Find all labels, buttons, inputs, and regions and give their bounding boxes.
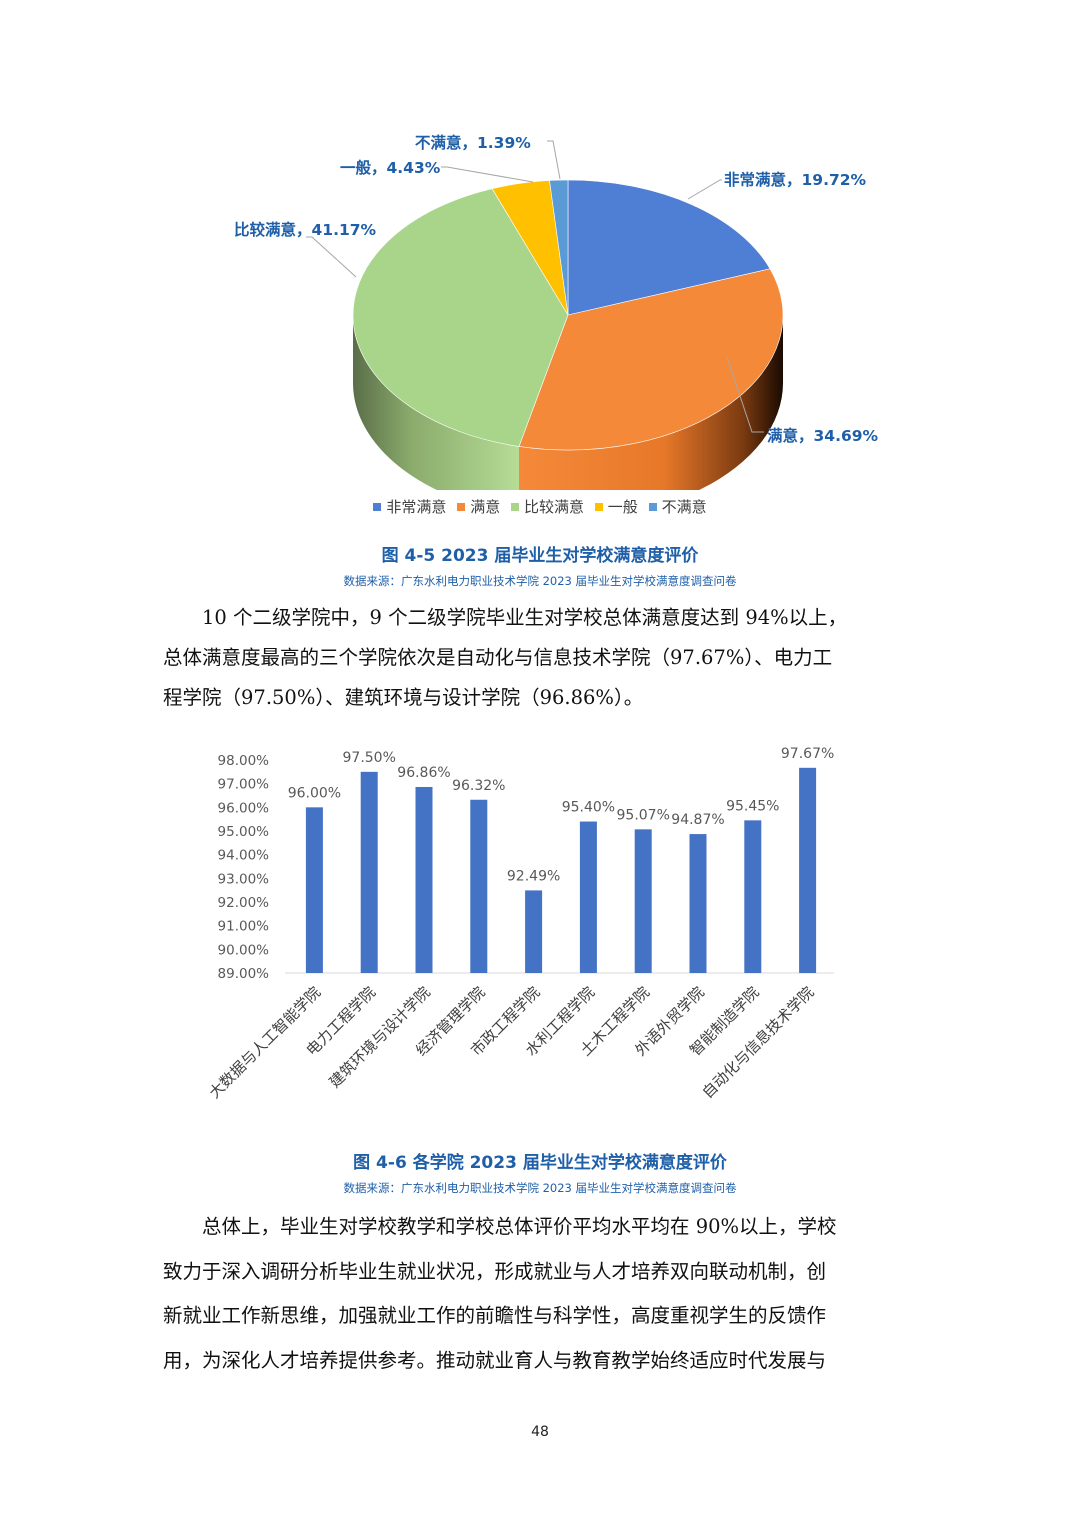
- pie-side-bizhao-manyi: [353, 315, 520, 490]
- bar-series: [305, 767, 817, 973]
- satisfaction-pie-chart: 非常满意，19.72% 满意，34.69% 比较满意，41.17% 一般，4.4…: [234, 133, 879, 490]
- bar-value-label: 95.40%: [562, 800, 615, 816]
- legend-swatch: [457, 502, 466, 511]
- pie-label-yiban: 一般，4.43%: [340, 158, 441, 177]
- pie-slice-manyi: [518, 268, 784, 451]
- bar-value-label: 94.87%: [671, 812, 724, 828]
- bar-y-tick-label: 96.00%: [218, 800, 270, 816]
- bar-9: [744, 820, 762, 973]
- legend-item-bizhao-manyi: 比较满意: [510, 496, 584, 517]
- legend-item-feichang-manyi: 非常满意: [373, 496, 446, 517]
- legend-item-manyi: 满意: [457, 496, 500, 517]
- pie-data-labels: 非常满意，19.72% 满意，34.69% 比较满意，41.17% 一般，4.4…: [234, 133, 879, 445]
- paragraph-2-line: 致力于深入调研分析毕业生就业状况，形成就业与人才培养双向联动机制，创: [163, 1259, 827, 1283]
- bar-y-tick-label: 89.00%: [218, 966, 270, 982]
- paragraph-2-line: 总体上，毕业生对学校教学和学校总体评价平均水平均在 90%以上，学校: [202, 1215, 837, 1238]
- bar-x-axis-labels: 大数据与人工智能学院电力工程学院建筑环境与设计学院经济管理学院市政工程学院水利工…: [205, 983, 817, 1102]
- legend-label: 比较满意: [523, 498, 584, 516]
- legend-label: 一般: [607, 498, 638, 516]
- pie-label-bizhao-manyi: 比较满意，41.17%: [234, 220, 377, 239]
- bar-value-label: 97.50%: [343, 750, 396, 766]
- bar-y-tick-label: 92.00%: [218, 895, 270, 911]
- bar-value-label: 95.45%: [726, 798, 779, 814]
- legend-swatch: [594, 502, 603, 511]
- figure-4-6-source: 数据来源：广东水利电力职业技术学院 2023 届毕业生对学校满意度调查问卷: [343, 1181, 737, 1195]
- figure-4-6-caption: 图 4-6 各学院 2023 届毕业生对学校满意度评价: [353, 1153, 727, 1173]
- paragraph-1: 10 个二级学院中，9 个二级学院毕业生对学校总体满意度达到 94%以上， 总体…: [163, 598, 917, 718]
- bar-4: [470, 799, 488, 973]
- bar-y-tick-label: 98.00%: [218, 753, 270, 769]
- paragraph-1-line: 程学院（97.50%）、建筑环境与设计学院（96.86%）。: [163, 686, 644, 709]
- bar-y-tick-label: 93.00%: [218, 871, 270, 887]
- legend-label: 不满意: [661, 498, 707, 516]
- legend-swatch: [373, 502, 382, 511]
- bar-value-label: 96.86%: [397, 765, 450, 781]
- paragraph-2-line: 用，为深化人才培养提供参考。推动就业育人与教育教学始终适应时代发展与: [163, 1348, 827, 1372]
- leader-line-bumanyi: [547, 140, 561, 180]
- bar-y-tick-label: 94.00%: [218, 848, 270, 864]
- pie-side-walls: [353, 315, 783, 490]
- legend-swatch: [510, 502, 519, 511]
- bar-category-label: 自动化与信息技术学院: [699, 983, 818, 1102]
- pie-label-feichang-manyi: 非常满意，19.72%: [724, 170, 867, 189]
- legend-label: 非常满意: [386, 498, 447, 516]
- pie-slice-bizhao-manyi: [352, 188, 569, 447]
- bar-value-label: 96.00%: [288, 785, 341, 801]
- paragraph-2: 总体上，毕业生对学校教学和学校总体评价平均水平均在 90%以上，学校 致力于深入…: [163, 1205, 917, 1383]
- page-number: 48: [531, 1424, 549, 1440]
- bar-2: [360, 771, 378, 973]
- figure-4-5-caption: 图 4-5 2023 届毕业生对学校满意度评价: [381, 546, 699, 566]
- bar-value-label: 96.32%: [452, 778, 505, 794]
- bar-y-tick-label: 95.00%: [218, 824, 270, 840]
- bar-y-axis-ticks: 89.00% 90.00% 91.00% 92.00% 93.00% 94.00% 95.0…: [218, 753, 270, 982]
- leader-line-yiban: [441, 166, 534, 183]
- pie-top-slices: [352, 179, 784, 451]
- bar-category-label: 建筑环境与设计学院: [326, 983, 434, 1091]
- figure-4-5-source: 数据来源：广东水利电力职业技术学院 2023 届毕业生对学校满意度调查问卷: [343, 574, 737, 588]
- paragraph-1-line: 10 个二级学院中，9 个二级学院毕业生对学校总体满意度达到 94%以上，: [202, 606, 848, 629]
- leader-line-bizhao-manyi: [306, 236, 357, 278]
- bar-7: [634, 829, 652, 973]
- pie-label-bumanyi: 不满意，1.39%: [415, 133, 531, 152]
- bar-value-label: 92.49%: [507, 868, 560, 884]
- bar-value-label: 97.67%: [781, 746, 834, 762]
- pie-legend: 非常满意 满意 比较满意 一般 不满意: [0, 496, 1080, 517]
- bar-value-label: 95.07%: [617, 807, 670, 823]
- bar-value-labels: 96.00% 97.50%96.86%96.32% 92.49% 95.40% 95.0…: [288, 746, 835, 885]
- bar-y-tick-label: 90.00%: [218, 942, 270, 958]
- paragraph-1-line: 总体满意度最高的三个学院依次是自动化与信息技术学院（97.67%）、电力工: [163, 646, 833, 669]
- pie-leader-lines: [306, 140, 764, 433]
- legend-swatch: [648, 502, 657, 511]
- leader-line-manyi: [726, 356, 764, 433]
- bar-6: [579, 821, 597, 973]
- paragraph-2-line: 新就业工作新思维，加强就业工作的前瞻性与科学性，高度重视学生的反馈作: [163, 1304, 827, 1327]
- pie-label-manyi: 满意，34.69%: [767, 426, 879, 445]
- legend-label: 满意: [470, 498, 501, 516]
- bar-y-tick-label: 91.00%: [218, 919, 270, 935]
- pie-side-manyi: [519, 315, 783, 490]
- college-satisfaction-bar-chart: 89.00% 90.00% 91.00% 92.00% 93.00% 94.00% 95.0…: [205, 746, 835, 1102]
- bar-8: [689, 834, 707, 973]
- pie-slice-bumanyi: [549, 179, 569, 316]
- bar-1: [305, 807, 323, 973]
- legend-item-yiban: 一般: [594, 496, 638, 517]
- pie-slice-feichang-manyi: [567, 179, 771, 316]
- leader-line-feichang-manyi: [687, 179, 722, 200]
- bar-5: [525, 890, 543, 973]
- bar-3: [415, 786, 433, 973]
- bar-10: [799, 767, 817, 973]
- bar-y-tick-label: 97.00%: [218, 777, 270, 793]
- legend-item-bumanyi: 不满意: [648, 496, 707, 517]
